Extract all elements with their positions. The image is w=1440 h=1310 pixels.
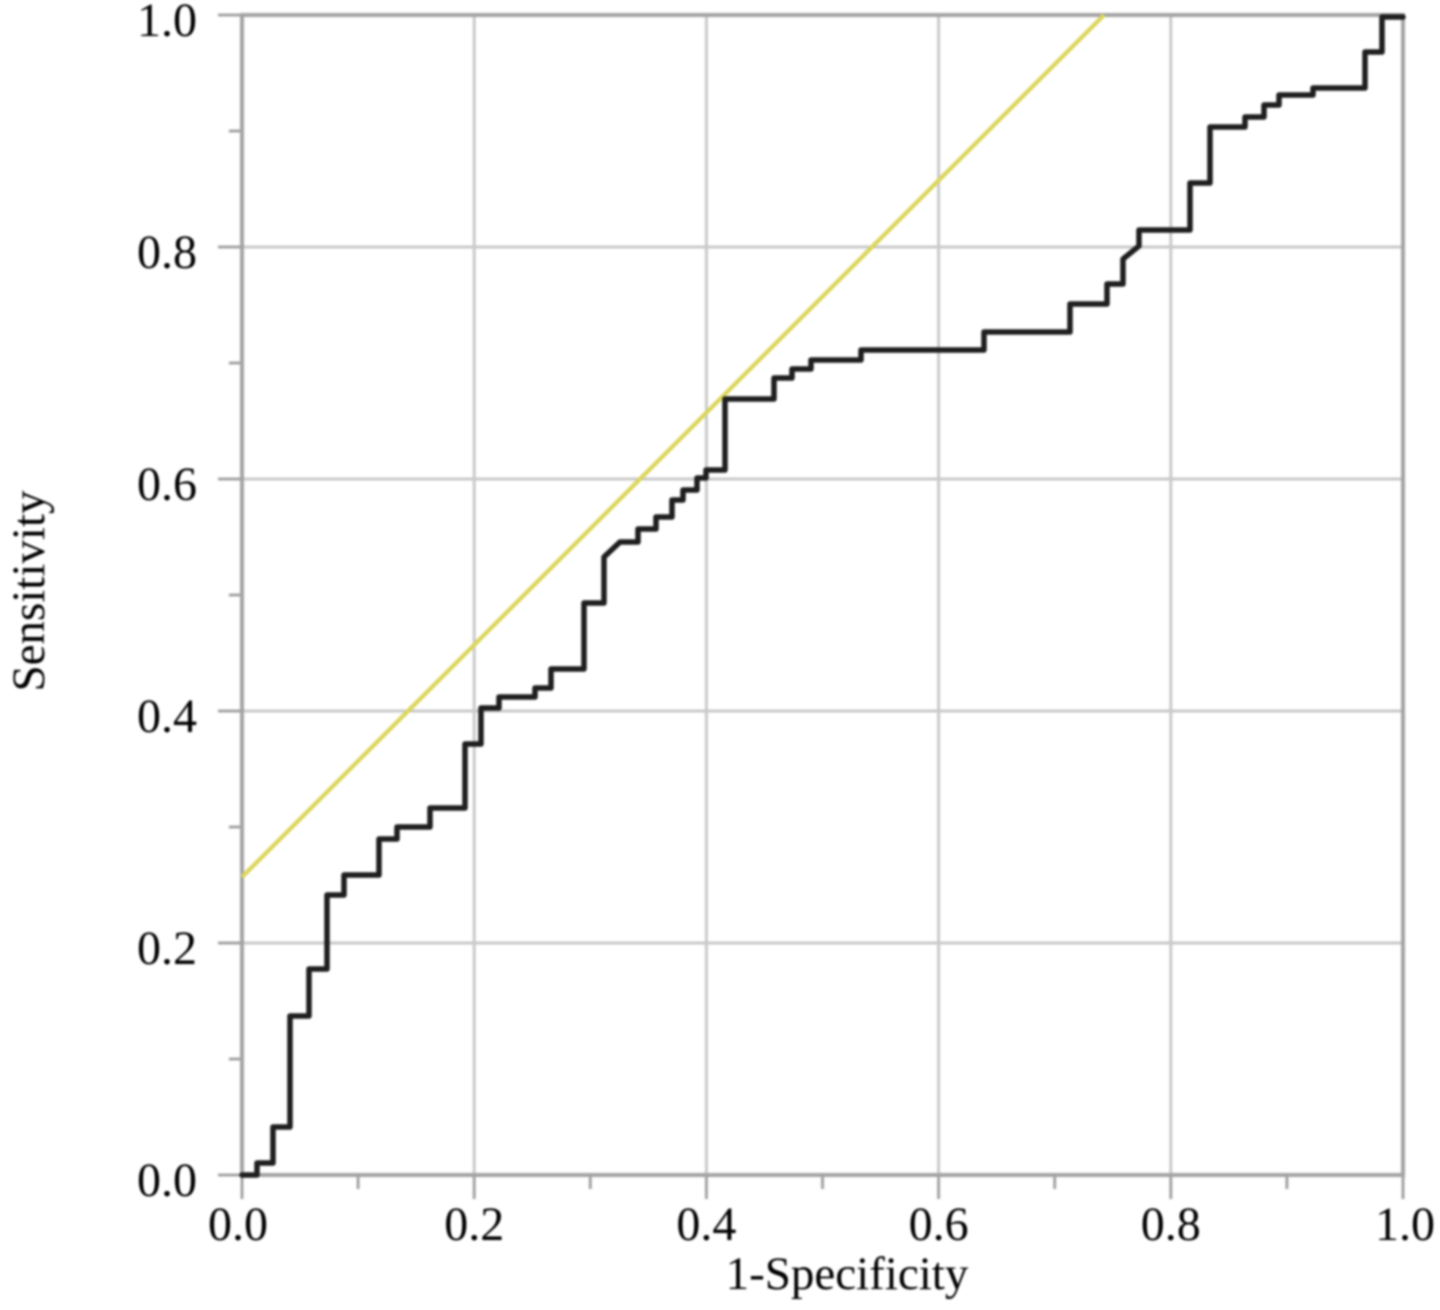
- svg-text:0.0: 0.0: [137, 1154, 197, 1207]
- svg-text:0.2: 0.2: [137, 922, 197, 975]
- svg-text:1.0: 1.0: [1375, 1198, 1435, 1251]
- svg-text:0.0: 0.0: [208, 1198, 268, 1251]
- svg-text:0.6: 0.6: [137, 458, 197, 511]
- svg-text:Sensitivity: Sensitivity: [3, 490, 55, 692]
- svg-text:1-Specificity: 1-Specificity: [726, 1248, 969, 1300]
- svg-text:0.8: 0.8: [137, 226, 197, 279]
- svg-text:1.0: 1.0: [137, 0, 197, 47]
- svg-text:0.8: 0.8: [1141, 1198, 1201, 1251]
- svg-text:0.4: 0.4: [676, 1198, 736, 1251]
- svg-text:0.4: 0.4: [137, 690, 197, 743]
- svg-text:0.2: 0.2: [444, 1198, 504, 1251]
- svg-text:0.6: 0.6: [909, 1198, 969, 1251]
